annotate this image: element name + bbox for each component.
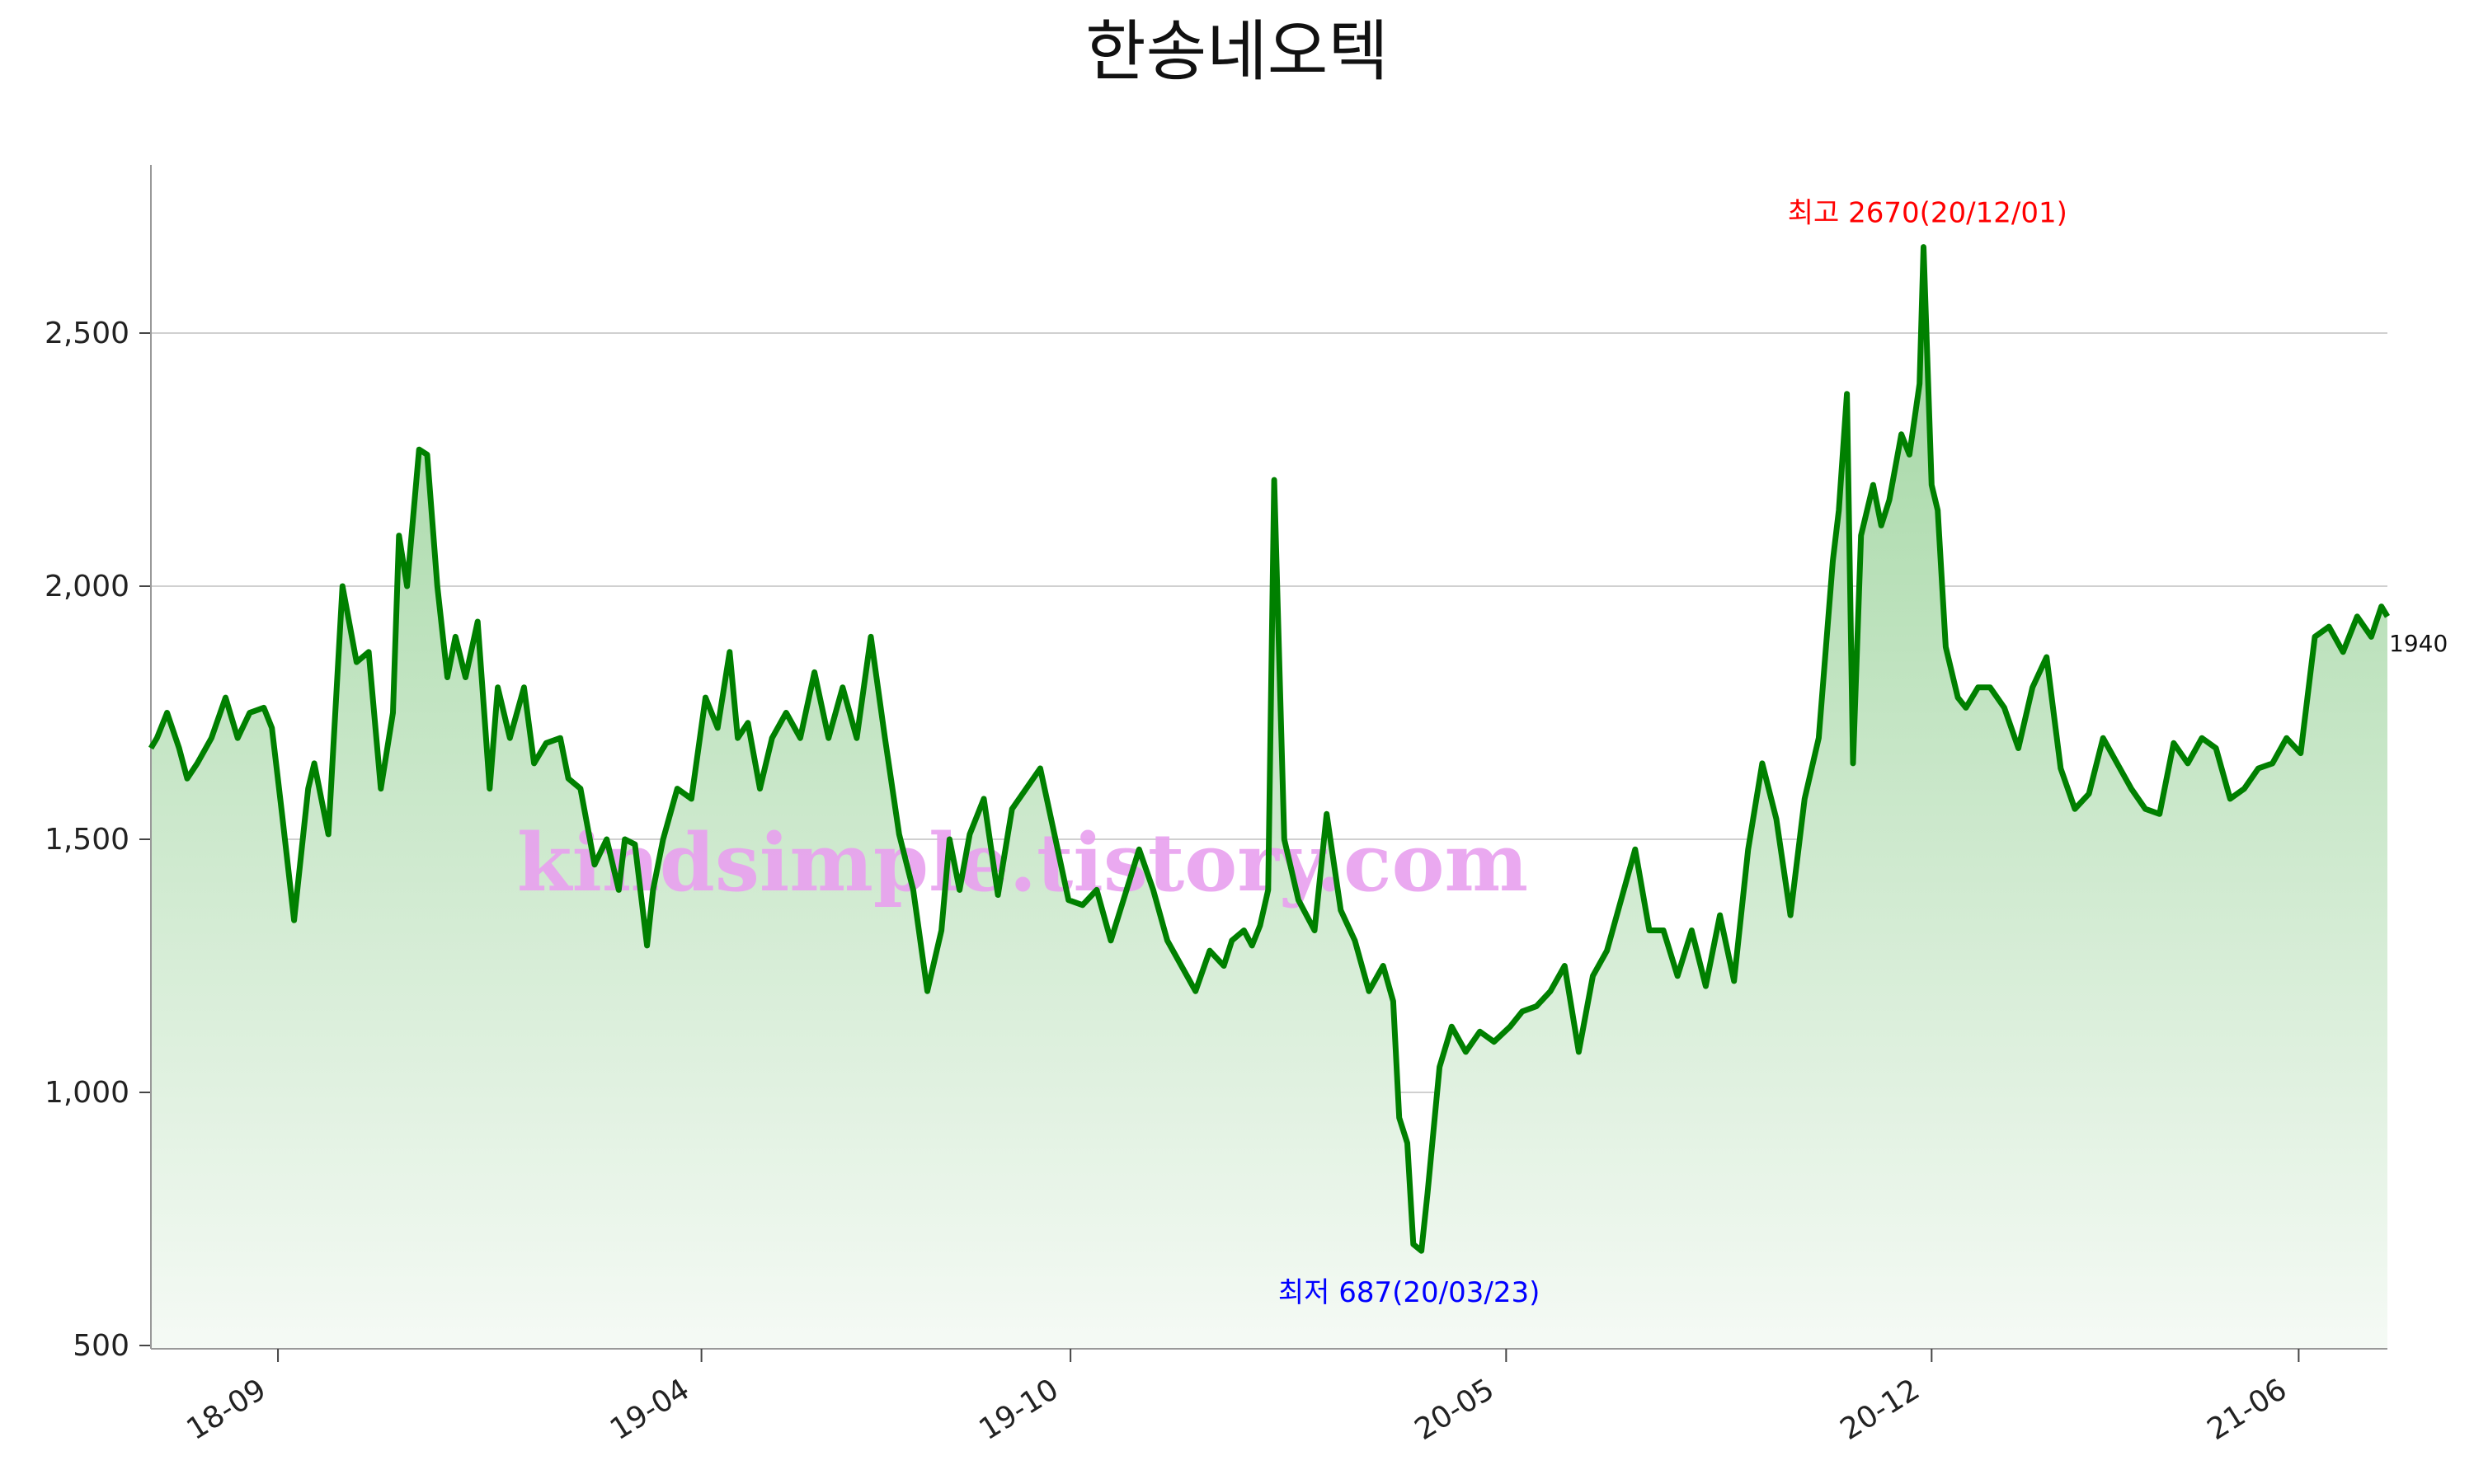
x-tick-label: 21-06 [2202,1373,2293,1447]
price-line [148,244,2391,1254]
chart-title: 한송네오텍 [1085,13,1389,90]
y-tick-label: 2,000 [45,570,129,603]
x-tick-label: 20-05 [1409,1373,1500,1447]
watermark-text: kindsimple.tistory.com [517,816,1528,909]
y-tick-label: 500 [73,1329,129,1363]
price-area-fill [151,247,2387,1350]
y-axis: 500 1,000 1,500 2,000 2,500 [45,165,152,1363]
max-annotation: 최고 2670(20/12/01) [1788,197,2067,230]
min-annotation: 최저 687(20/03/23) [1278,1276,1540,1309]
y-tick-label: 1,500 [45,823,129,857]
y-tick-label: 1,000 [45,1076,129,1110]
x-tick-label: 19-04 [604,1373,695,1447]
last-price-label: 1940 [2389,630,2448,657]
x-tick-label: 18-09 [181,1373,271,1447]
area-fill-layer [151,247,2387,1350]
x-tick-label: 19-10 [973,1373,1064,1447]
x-tick-label: 20-12 [1835,1373,1926,1447]
annotations: 최고 2670(20/12/01) 최저 687(20/03/23) 1940 [1278,197,2448,1310]
x-axis: 18-09 19-04 19-10 20-05 20-12 21-06 [151,1348,2387,1447]
price-line-layer [148,244,2391,1254]
y-tick-label: 2,500 [45,317,129,350]
